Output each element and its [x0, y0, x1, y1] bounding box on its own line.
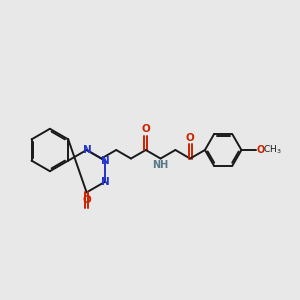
Text: O: O — [82, 195, 91, 206]
Text: CH$_3$: CH$_3$ — [263, 144, 282, 156]
Text: O: O — [186, 133, 194, 142]
Text: NH: NH — [152, 160, 169, 170]
Text: N: N — [82, 145, 91, 155]
Text: N: N — [101, 177, 110, 187]
Text: N: N — [101, 156, 110, 166]
Text: O: O — [256, 145, 264, 155]
Text: O: O — [141, 124, 150, 134]
